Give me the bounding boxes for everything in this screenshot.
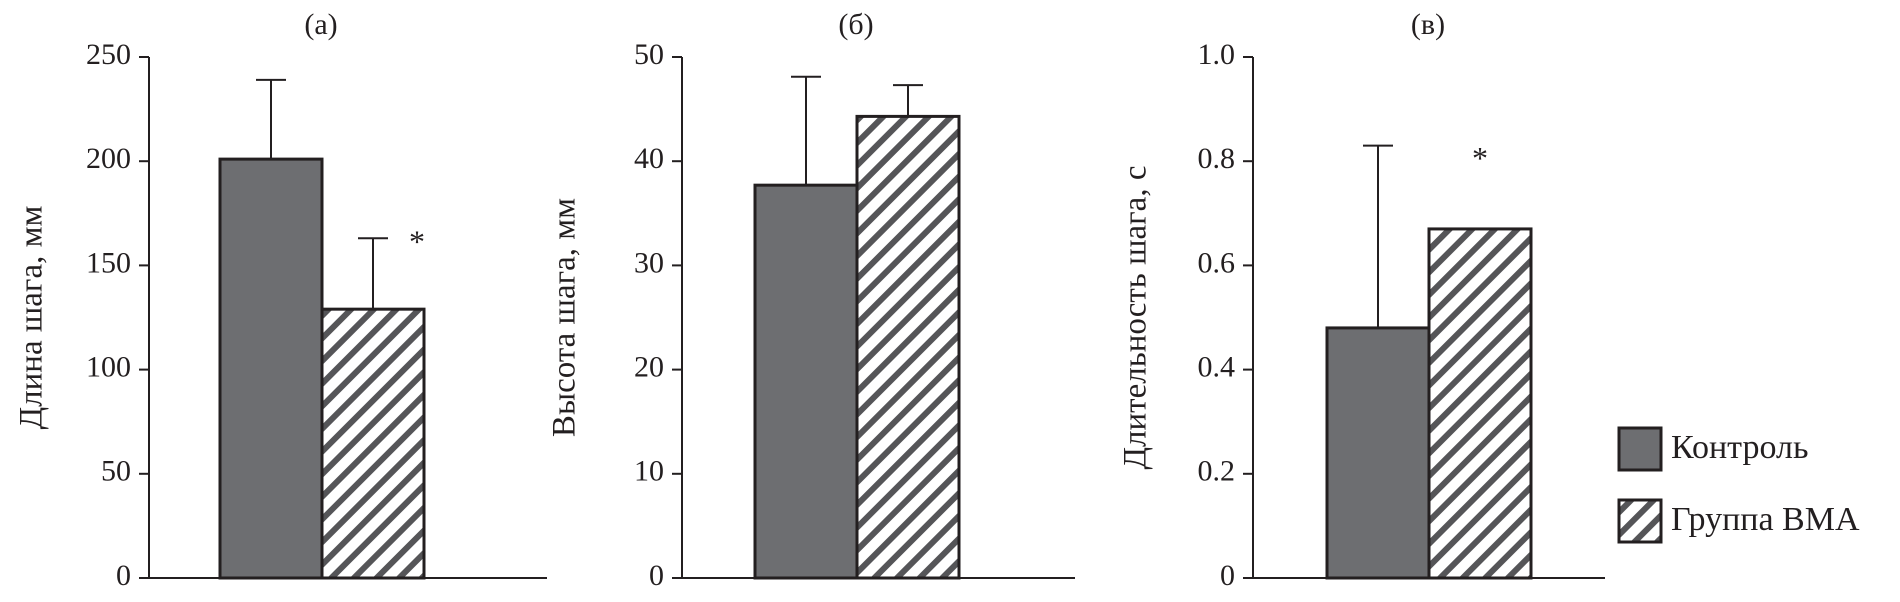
y-tick-label: 1.0 (1198, 38, 1236, 71)
bar-bma (1427, 227, 1533, 580)
chart-title: (в) (1411, 8, 1445, 41)
significance-marker: * (409, 223, 425, 259)
y-axis-label: Длительность шага, с (1118, 166, 1154, 470)
legend-item-2: Группа ВМА (1617, 498, 1860, 544)
legend: Контроль Группа ВМА (1617, 426, 1860, 544)
y-axis-label: Длина шага, мм (14, 206, 50, 430)
chart-title: (б) (838, 8, 873, 41)
y-tick-label: 0.6 (1198, 246, 1236, 279)
chart-panels: (а)Длина шага, мм050100150200250*(б)Высо… (14, 8, 1605, 592)
significance-marker: * (1472, 140, 1488, 176)
y-tick-label: 0 (116, 559, 131, 592)
bar-control (753, 183, 859, 580)
y-tick-label: 20 (634, 350, 664, 383)
y-tick-label: 0.8 (1198, 142, 1236, 175)
y-tick-label: 40 (634, 142, 664, 175)
legend-swatch (1617, 426, 1663, 472)
y-tick-label: 30 (634, 246, 664, 279)
y-tick-label: 150 (86, 246, 131, 279)
y-tick-label: 10 (634, 455, 664, 488)
y-tick-label: 0 (649, 559, 664, 592)
y-tick-label: 0.2 (1198, 455, 1236, 488)
legend-item-1: Контроль (1617, 426, 1808, 472)
bar-control (218, 157, 324, 580)
y-tick-label: 100 (86, 350, 131, 383)
legend-label: Контроль (1671, 429, 1808, 466)
chart-panel-1: (а) Длина шага, мм 0 50 100 150 200 250 * (14, 8, 547, 592)
y-axis-label: Высота шага, мм (547, 198, 583, 437)
y-tick-label: 50 (634, 38, 664, 71)
chart-title: (а) (304, 8, 337, 41)
bar-control (1325, 326, 1431, 580)
y-tick-label: 50 (101, 455, 131, 488)
y-tick-label: 250 (86, 38, 131, 71)
legend-label: Группа ВМА (1671, 501, 1860, 538)
chart-panel-2: (б) Высота шага, мм 0 10 20 30 40 50 (547, 8, 1075, 592)
y-tick-label: 0 (1220, 559, 1235, 592)
chart-panel-3: (в) Длительность шага, с 0 0.2 0.4 0.6 0.8 1.0 * (1118, 8, 1605, 592)
bar-bma (855, 114, 961, 580)
legend-swatch (1617, 498, 1663, 544)
y-tick-label: 0.4 (1198, 350, 1236, 383)
y-tick-label: 200 (86, 142, 131, 175)
bar-bma (320, 307, 426, 580)
